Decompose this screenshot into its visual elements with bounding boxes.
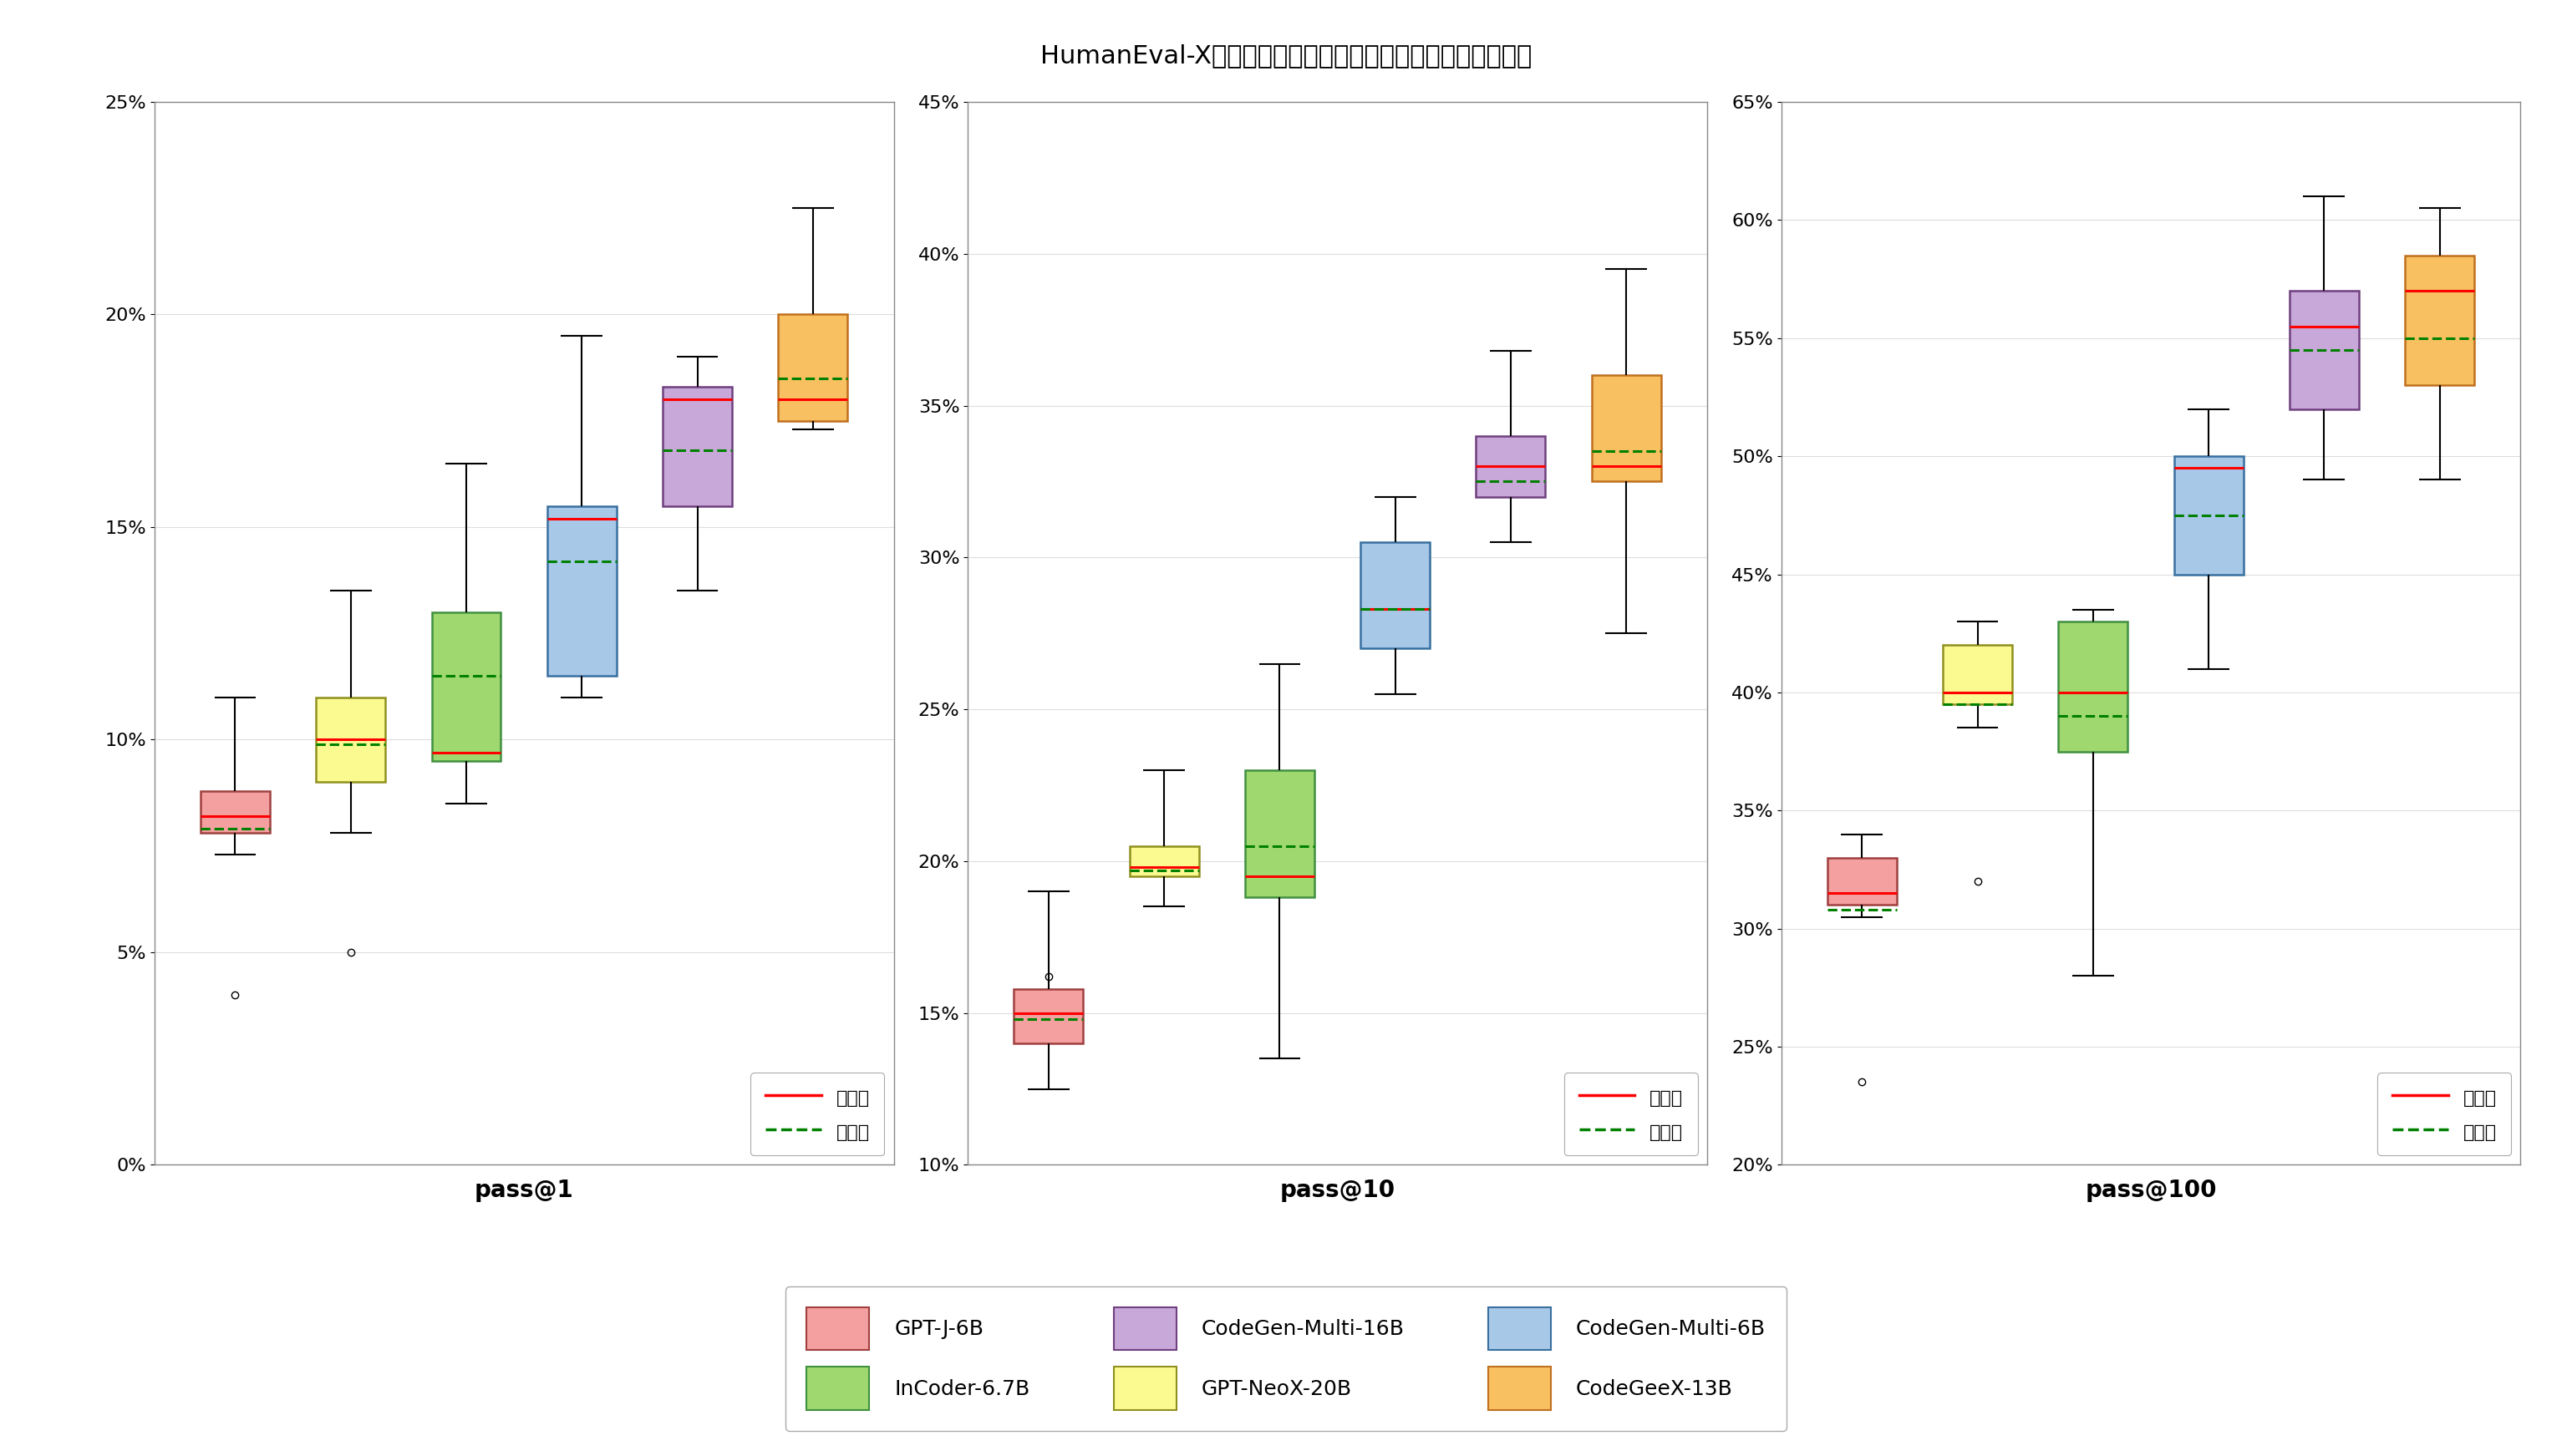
Bar (1826, 858, 1896, 906)
Legend: 中位数, 平均值: 中位数, 平均值 (1564, 1073, 1698, 1156)
Bar (1361, 542, 1430, 648)
Bar (316, 697, 386, 782)
Bar (2289, 291, 2359, 409)
X-axis label: pass@10: pass@10 (1281, 1179, 1394, 1203)
Bar (1245, 770, 1314, 897)
Legend: 中位数, 平均值: 中位数, 平均值 (2377, 1073, 2510, 1156)
Bar (664, 387, 733, 505)
Bar (2173, 456, 2243, 574)
Legend: GPT-J-6B, InCoder-6.7B, CodeGen-Multi-16B, GPT-NeoX-20B, CodeGen-Multi-6B, CodeG: GPT-J-6B, InCoder-6.7B, CodeGen-Multi-16… (784, 1286, 1788, 1431)
X-axis label: pass@1: pass@1 (473, 1179, 574, 1203)
Bar (548, 505, 617, 676)
Bar (1592, 376, 1662, 482)
Bar (1013, 989, 1083, 1044)
Bar (1129, 846, 1199, 877)
Text: HumanEval-X基准上的多语言代码生成性能（五种编程语言）: HumanEval-X基准上的多语言代码生成性能（五种编程语言） (1039, 44, 1533, 68)
Legend: 中位数, 平均值: 中位数, 平均值 (751, 1073, 885, 1156)
Bar (779, 314, 849, 421)
Bar (1942, 645, 2011, 705)
Bar (432, 612, 502, 761)
Bar (2058, 622, 2127, 751)
Bar (201, 791, 270, 833)
Bar (2405, 255, 2474, 386)
X-axis label: pass@100: pass@100 (2086, 1179, 2217, 1203)
Bar (1476, 435, 1546, 496)
